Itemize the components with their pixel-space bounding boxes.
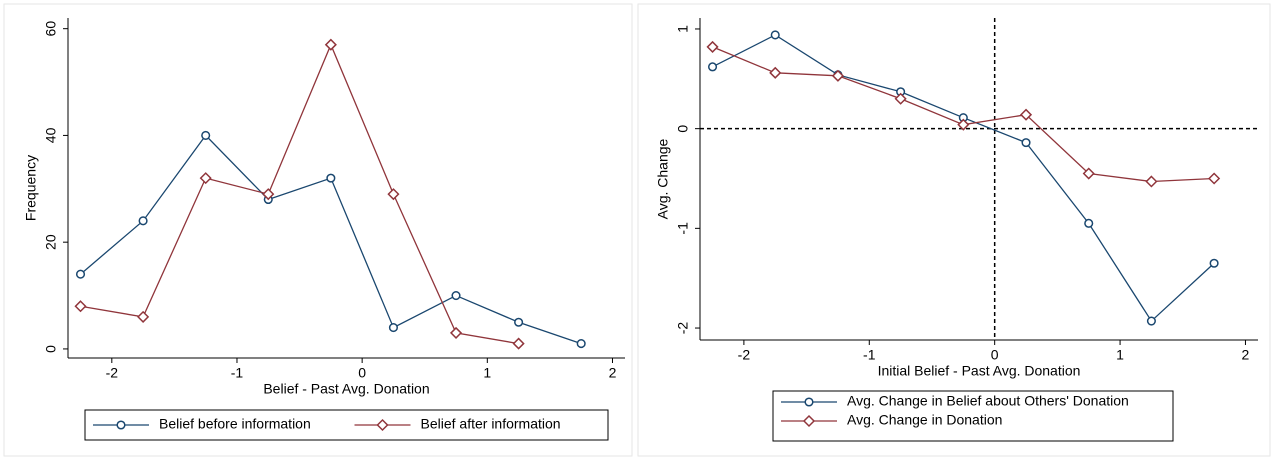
marker xyxy=(387,188,400,201)
x-tick-label: -2 xyxy=(106,365,119,381)
marker xyxy=(449,326,463,339)
x-tick-label: 0 xyxy=(358,365,366,381)
x-tick-label: -1 xyxy=(231,365,244,381)
legend-marker xyxy=(376,418,389,432)
marker xyxy=(512,337,525,350)
marker xyxy=(770,30,780,40)
y-axis-title: Frequency xyxy=(23,155,39,221)
legend-label: Avg. Change in Donation xyxy=(847,412,1002,428)
legend-marker xyxy=(116,420,126,430)
y-tick-label: -1 xyxy=(675,222,691,235)
marker xyxy=(1209,258,1219,268)
marker xyxy=(262,188,275,201)
marker xyxy=(514,317,524,327)
series-line xyxy=(80,43,519,345)
marker xyxy=(1145,175,1158,188)
marker xyxy=(707,62,718,72)
marker xyxy=(831,69,844,82)
legend-marker xyxy=(804,397,814,407)
marker xyxy=(201,130,211,140)
panel-left xyxy=(3,3,633,457)
marker xyxy=(1019,108,1033,121)
marker xyxy=(576,339,586,349)
marker xyxy=(388,323,398,333)
marker xyxy=(769,66,782,79)
legend-marker xyxy=(802,414,816,428)
legend-label: Avg. Change in Belief about Others' Dona… xyxy=(847,393,1129,409)
marker xyxy=(199,172,212,185)
x-tick-label: 1 xyxy=(1116,347,1124,363)
x-axis-title: Initial Belief - Past Avg. Donation xyxy=(878,363,1081,379)
marker xyxy=(138,216,148,226)
x-tick-label: 1 xyxy=(483,365,491,381)
marker xyxy=(74,300,87,313)
y-axis-title: Avg. Change xyxy=(655,138,671,219)
x-tick-label: 2 xyxy=(609,365,617,381)
x-tick-label: 0 xyxy=(991,347,999,363)
marker xyxy=(1084,218,1094,228)
y-tick-label: 60 xyxy=(43,21,59,37)
marker xyxy=(1021,138,1031,148)
legend-label: Belief before information xyxy=(159,416,311,432)
marker xyxy=(706,40,719,53)
marker xyxy=(326,173,336,183)
y-tick-label: 0 xyxy=(43,345,59,353)
x-axis-title: Belief - Past Avg. Donation xyxy=(263,381,429,397)
marker xyxy=(137,310,150,323)
marker xyxy=(324,38,337,51)
y-tick-label: -2 xyxy=(675,322,691,335)
legend-box xyxy=(84,409,609,441)
marker xyxy=(451,291,461,301)
panel-right xyxy=(637,3,1271,457)
y-tick-label: 1 xyxy=(675,25,691,33)
marker xyxy=(1208,172,1221,185)
x-tick-label: -2 xyxy=(738,347,751,363)
marker xyxy=(957,118,970,131)
y-tick-label: 0 xyxy=(675,125,691,133)
marker xyxy=(1082,167,1095,180)
x-tick-label: -1 xyxy=(863,347,876,363)
marker xyxy=(1146,316,1156,326)
marker xyxy=(894,92,907,105)
marker xyxy=(75,269,86,279)
legend-label: Belief after information xyxy=(421,416,561,432)
legend-box xyxy=(772,390,1174,442)
y-tick-label: 20 xyxy=(43,234,59,250)
y-tick-label: 40 xyxy=(43,127,59,143)
x-tick-label: 2 xyxy=(1242,347,1250,363)
